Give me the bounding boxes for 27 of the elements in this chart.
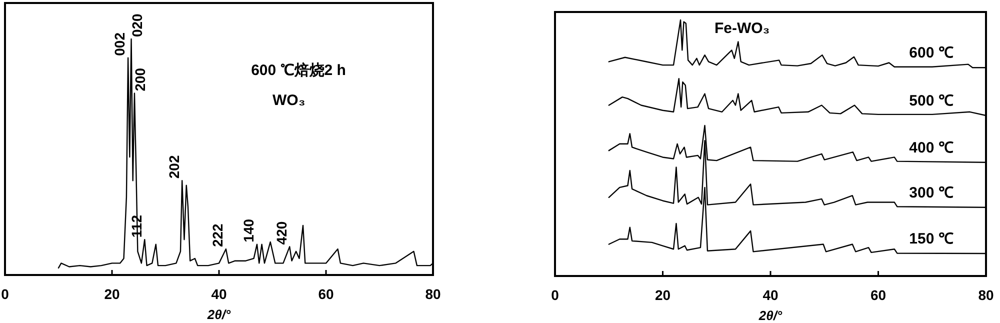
x-tick-label: 0 (551, 287, 560, 303)
annotation: 020 (128, 13, 145, 37)
x-tick-label: 40 (762, 287, 778, 303)
x-tick-label: 60 (318, 286, 334, 302)
annotation: 222 (210, 223, 226, 248)
chart-title: Fe-WO₃ (714, 20, 770, 37)
x-tick-label: 0 (1, 286, 10, 302)
text: WO₃ (272, 92, 306, 109)
series-label: 300 ℃ (909, 184, 954, 202)
series-label: 600 ℃ (909, 44, 954, 62)
annotation: 202 (166, 155, 182, 179)
annotation: 200 (132, 68, 148, 92)
series-label: 500 ℃ (909, 92, 954, 110)
x-axis-title: 2θ/° (758, 308, 783, 323)
text: 600 ℃焙烧2 h (251, 62, 346, 79)
x-tick-label: 60 (870, 287, 886, 303)
x-tick-label: 20 (654, 287, 671, 303)
series-label: 150 ℃ (909, 230, 954, 248)
x-tick-label: 20 (104, 286, 120, 302)
x-axis-title: 2θ/° (206, 307, 232, 322)
annotation: 420 (273, 221, 290, 245)
x-tick-label: 80 (978, 287, 994, 303)
x-tick-label: 80 (425, 286, 441, 302)
annotation: 140 (240, 218, 257, 242)
series-label: 400 ℃ (909, 139, 954, 156)
x-tick-label: 40 (211, 286, 227, 302)
annotation: 002 (112, 32, 128, 56)
